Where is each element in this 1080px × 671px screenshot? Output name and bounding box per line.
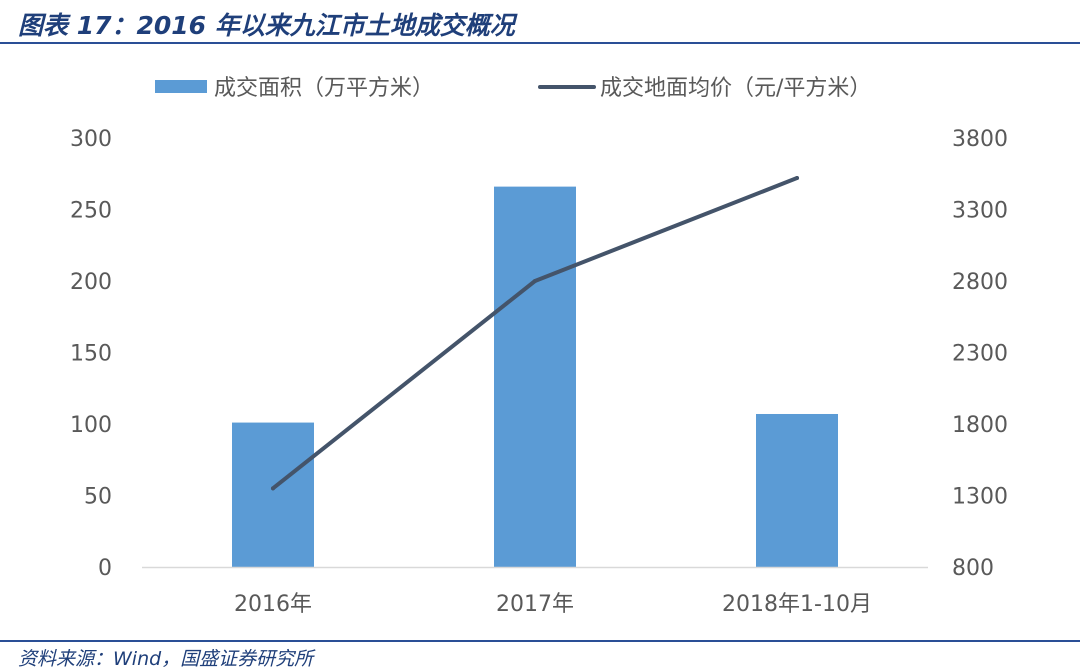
left-axis-tick-label: 50 [84,485,112,510]
title-rule [0,42,1080,44]
right-axis-tick-label: 1800 [952,413,1008,438]
legend-label-line: 成交地面均价（元/平方米） [600,76,871,101]
right-axis-tick-label: 3800 [952,127,1008,152]
bar-area-3 [756,413,838,567]
combo-chart: 0 50 100 150 200 250 300 800 1300 1800 2300 2800 330… [70,76,1008,617]
left-axis-tick-label: 100 [70,413,112,438]
source-note: 资料来源：Wind，国盛证券研究所 [18,648,314,670]
left-axis-tick-label: 200 [70,270,112,295]
right-axis-tick-label: 800 [952,556,994,581]
price-point-1 [271,486,275,491]
category-label: 2018年1-10月 [722,592,872,617]
bar-area-1 [232,422,314,567]
category-label: 2016年 [234,592,312,617]
right-axis-tick-label: 3300 [952,199,1008,224]
right-axis-tick-label: 1300 [952,485,1008,510]
left-axis-tick-label: 150 [70,342,112,367]
price-point-3 [795,176,799,181]
category-label: 2017年 [496,592,574,617]
left-axis-tick-label: 250 [70,199,112,224]
left-axis-tick-label: 300 [70,127,112,152]
right-axis-tick-label: 2800 [952,270,1008,295]
legend-label-bar: 成交面积（万平方米） [214,76,434,101]
source-rule [0,640,1080,642]
left-axis-tick-label: 0 [98,556,112,581]
legend-swatch-bar [155,80,207,93]
bar-area-2 [494,186,576,567]
price-point-2 [533,279,537,283]
right-axis-tick-label: 2300 [952,342,1008,367]
figure-title: 图表 17：2016 年以来九江市土地成交概况 [18,11,515,40]
